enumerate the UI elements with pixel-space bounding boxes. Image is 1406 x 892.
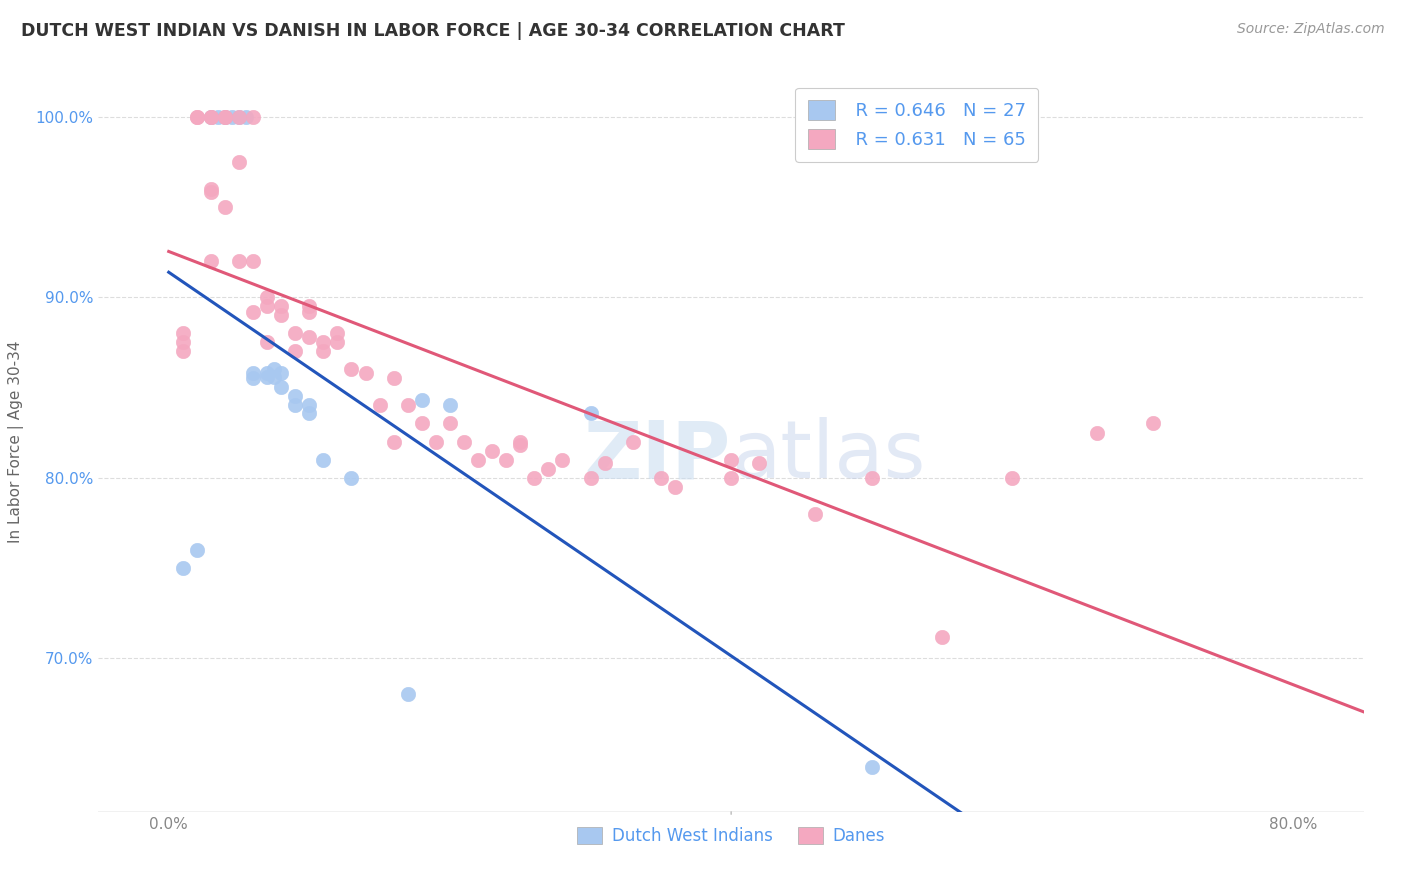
Point	[720, 470, 742, 484]
Point	[551, 452, 574, 467]
Point	[186, 110, 208, 124]
Text: Source: ZipAtlas.com: Source: ZipAtlas.com	[1237, 22, 1385, 37]
Legend: Dutch West Indians, Danes: Dutch West Indians, Danes	[571, 820, 891, 852]
Point	[312, 452, 335, 467]
Point	[242, 304, 264, 318]
Point	[214, 110, 236, 124]
Point	[340, 470, 363, 484]
Point	[270, 308, 292, 322]
Point	[481, 443, 503, 458]
Text: atlas: atlas	[731, 417, 925, 495]
Point	[228, 110, 250, 124]
Point	[172, 335, 194, 350]
Point	[298, 304, 321, 318]
Point	[186, 110, 208, 124]
Point	[200, 110, 222, 124]
Point	[284, 399, 307, 413]
Point	[235, 110, 257, 124]
Point	[270, 366, 292, 380]
Point	[207, 110, 229, 124]
Point	[382, 434, 405, 449]
Point	[931, 630, 953, 644]
Point	[439, 399, 461, 413]
Point	[411, 417, 433, 431]
Point	[411, 392, 433, 407]
Point	[453, 434, 475, 449]
Point	[396, 687, 419, 701]
Point	[242, 110, 264, 124]
Point	[200, 254, 222, 268]
Point	[256, 290, 278, 304]
Point	[860, 470, 883, 484]
Point	[242, 371, 264, 385]
Text: ZIP: ZIP	[583, 417, 731, 495]
Point	[214, 200, 236, 214]
Point	[1085, 425, 1108, 440]
Point	[270, 380, 292, 394]
Point	[748, 456, 770, 470]
Point	[200, 110, 222, 124]
Point	[263, 369, 285, 384]
Point	[242, 366, 264, 380]
Point	[523, 470, 546, 484]
Point	[298, 299, 321, 313]
Text: DUTCH WEST INDIAN VS DANISH IN LABOR FORCE | AGE 30-34 CORRELATION CHART: DUTCH WEST INDIAN VS DANISH IN LABOR FOR…	[21, 22, 845, 40]
Point	[228, 154, 250, 169]
Point	[256, 335, 278, 350]
Point	[284, 326, 307, 341]
Point	[326, 326, 349, 341]
Y-axis label: In Labor Force | Age 30-34: In Labor Force | Age 30-34	[8, 340, 24, 543]
Point	[382, 371, 405, 385]
Point	[439, 417, 461, 431]
Point	[214, 110, 236, 124]
Point	[298, 330, 321, 344]
Point	[664, 480, 686, 494]
Point	[579, 470, 602, 484]
Point	[593, 456, 616, 470]
Point	[467, 452, 489, 467]
Point	[1142, 417, 1164, 431]
Point	[495, 452, 517, 467]
Point	[263, 362, 285, 376]
Point	[621, 434, 644, 449]
Point	[340, 362, 363, 376]
Point	[242, 254, 264, 268]
Point	[186, 542, 208, 557]
Point	[228, 110, 250, 124]
Point	[804, 507, 827, 521]
Point	[284, 389, 307, 403]
Point	[256, 366, 278, 380]
Point	[579, 406, 602, 420]
Point	[172, 344, 194, 359]
Point	[256, 369, 278, 384]
Point	[650, 470, 672, 484]
Point	[326, 335, 349, 350]
Point	[172, 561, 194, 575]
Point	[298, 406, 321, 420]
Point	[509, 438, 531, 452]
Point	[1001, 470, 1024, 484]
Point	[312, 335, 335, 350]
Point	[214, 110, 236, 124]
Point	[200, 186, 222, 200]
Point	[200, 110, 222, 124]
Point	[509, 434, 531, 449]
Point	[720, 452, 742, 467]
Point	[298, 399, 321, 413]
Point	[396, 399, 419, 413]
Point	[221, 110, 243, 124]
Point	[354, 366, 377, 380]
Point	[537, 461, 560, 475]
Point	[228, 254, 250, 268]
Point	[368, 399, 391, 413]
Point	[172, 326, 194, 341]
Point	[200, 182, 222, 196]
Point	[312, 344, 335, 359]
Point	[284, 344, 307, 359]
Point	[256, 299, 278, 313]
Point	[270, 299, 292, 313]
Point	[425, 434, 447, 449]
Point	[860, 759, 883, 773]
